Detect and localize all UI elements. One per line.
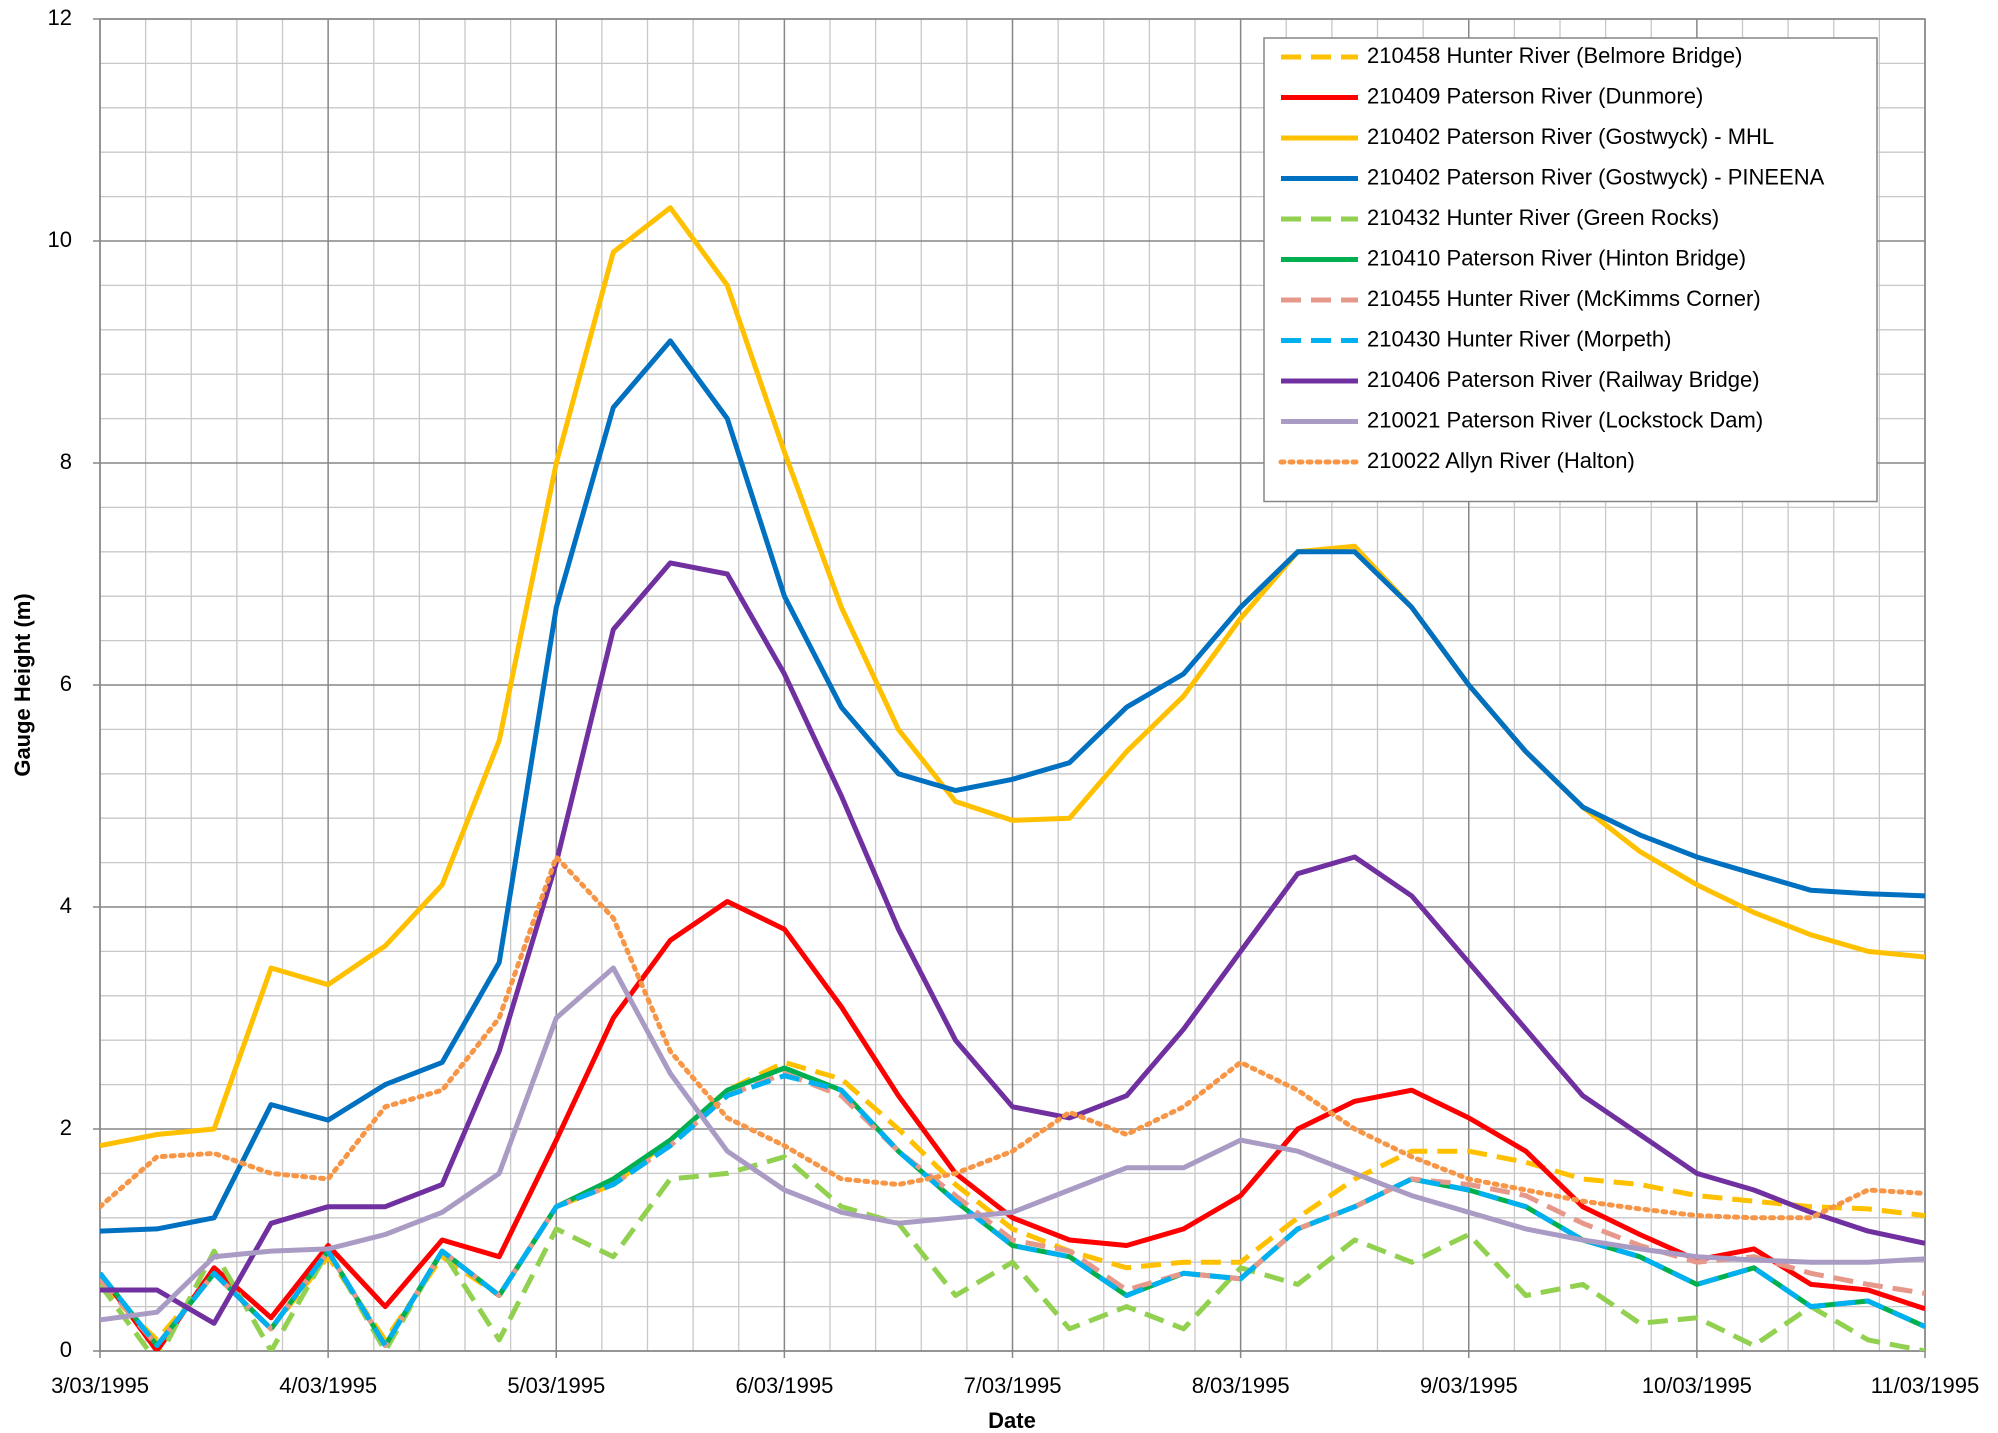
legend-label: 210430 Hunter River (Morpeth) [1367, 326, 1671, 351]
legend-label: 210402 Paterson River (Gostwyck) - PINEE… [1367, 164, 1825, 189]
legend-label: 210406 Paterson River (Railway Bridge) [1367, 367, 1760, 392]
legend-label: 210458 Hunter River (Belmore Bridge) [1367, 43, 1742, 68]
x-tick-label: 11/03/1995 [1871, 1373, 1979, 1398]
series-line [100, 1059, 1925, 1343]
x-tick-label: 7/03/1995 [964, 1373, 1062, 1398]
series-line [100, 1073, 1925, 1348]
legend-label: 210021 Paterson River (Lockstock Dam) [1367, 407, 1763, 432]
x-tick-label: 3/03/1995 [51, 1373, 149, 1398]
series-line [100, 560, 1925, 1326]
y-tick-label: 6 [60, 671, 72, 696]
legend-label: 210409 Paterson River (Dunmore) [1367, 83, 1703, 108]
plot-frame [99, 18, 1926, 1352]
legend-label: 210432 Hunter River (Green Rocks) [1367, 205, 1719, 230]
series-line [100, 338, 1925, 1234]
x-tick-label: 6/03/1995 [735, 1373, 833, 1398]
series-line [100, 205, 1925, 1149]
y-tick-label: 0 [60, 1337, 72, 1362]
series-line [100, 965, 1925, 1323]
x-tick-label: 8/03/1995 [1192, 1373, 1290, 1398]
x-tick-label: 10/03/1995 [1642, 1373, 1752, 1398]
y-tick-label: 10 [48, 227, 72, 252]
y-tick-label: 12 [48, 5, 72, 30]
x-tick-label: 9/03/1995 [1420, 1373, 1518, 1398]
x-axis-label: Date [988, 1408, 1036, 1433]
y-axis-label: Gauge Height (m) [10, 593, 35, 776]
y-tick-label: 4 [60, 893, 72, 918]
series-line [100, 899, 1925, 1351]
legend-label: 210022 Allyn River (Halton) [1367, 448, 1635, 473]
series-line [100, 854, 1925, 1221]
plot-lines [100, 205, 1925, 1351]
legend-label: 210402 Paterson River (Gostwyck) - MHL [1367, 124, 1774, 149]
legend-box [1263, 37, 1878, 503]
y-tick-label: 8 [60, 449, 72, 474]
legend-label: 210410 Paterson River (Hinton Bridge) [1367, 245, 1746, 270]
series-line [100, 1071, 1925, 1348]
x-tick-label: 5/03/1995 [507, 1373, 605, 1398]
legend-label: 210455 Hunter River (McKimms Corner) [1367, 286, 1761, 311]
y-tick-label: 2 [60, 1115, 72, 1140]
x-tick-label: 4/03/1995 [279, 1373, 377, 1398]
